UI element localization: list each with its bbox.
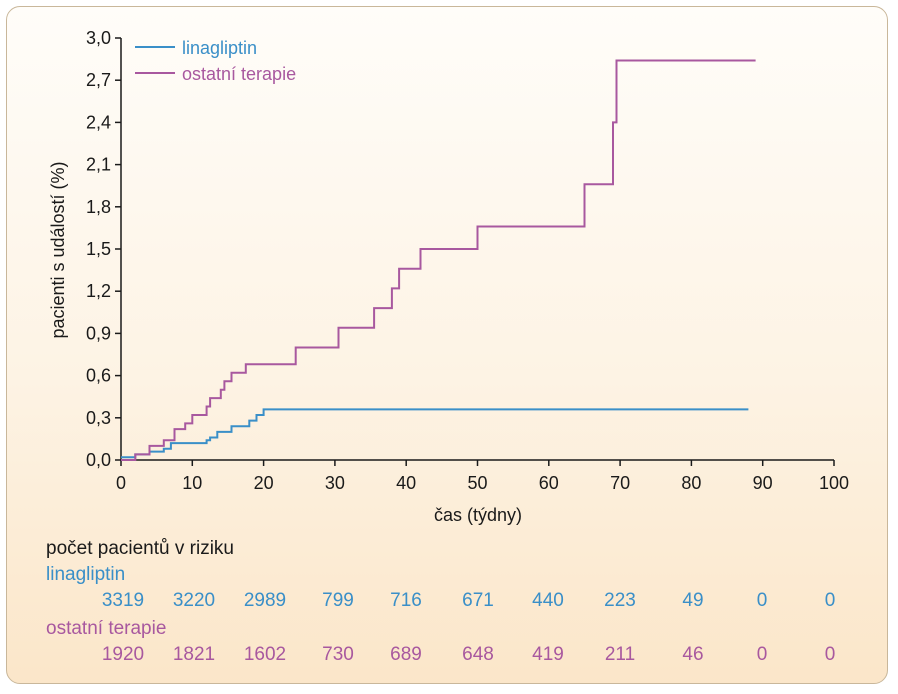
- risk-value: 1821: [173, 644, 215, 665]
- legend-label: linagliptin: [182, 38, 257, 58]
- x-tick-label: 90: [753, 473, 773, 493]
- y-tick-label: 0,0: [86, 450, 111, 470]
- y-tick-label: 0,3: [86, 408, 111, 428]
- risk-value: 3220: [173, 590, 215, 611]
- y-tick-label: 2,7: [86, 70, 111, 90]
- risk-value: 0: [757, 644, 768, 665]
- x-axis: 0 10 20 30 40 50 60 70 80 90 100: [116, 459, 849, 493]
- y-axis-title: pacienti s událostí (%): [48, 161, 68, 338]
- x-tick-label: 80: [681, 473, 701, 493]
- y-tick-label: 3,0: [86, 28, 111, 48]
- risk-value: 1920: [102, 644, 144, 665]
- y-tick-label: 1,8: [86, 197, 111, 217]
- risk-value: 689: [390, 644, 422, 665]
- x-tick-label: 60: [539, 473, 559, 493]
- risk-value: 49: [682, 590, 703, 611]
- risk-value: 46: [682, 644, 703, 665]
- risk-value: 671: [462, 590, 494, 611]
- y-tick-label: 0,9: [86, 323, 111, 343]
- x-tick-label: 20: [254, 473, 274, 493]
- risk-value: 2989: [244, 590, 286, 611]
- y-tick-label: 0,6: [86, 366, 111, 386]
- risk-value: 0: [757, 590, 768, 611]
- risk-value: 1602: [244, 644, 286, 665]
- series-group: [121, 59, 756, 461]
- risk-value: 648: [462, 644, 494, 665]
- risk-table-title: počet pacientů v riziku: [46, 538, 234, 559]
- x-tick-label: 100: [819, 473, 849, 493]
- risk-table: počet pacientů v riziku linagliptin 3319 32…: [46, 538, 835, 665]
- legend-label: ostatní terapie: [182, 64, 296, 84]
- risk-value: 799: [322, 590, 354, 611]
- legend: linagliptin ostatní terapie: [135, 38, 296, 84]
- y-axis: 0,0 0,3 0,6 0,9 1,2 1,5 1,8 2,1 2,4 2,7 3,0: [86, 28, 122, 470]
- risk-value: 223: [604, 590, 636, 611]
- chart-panel: [6, 6, 888, 684]
- x-axis-title: čas (týdny): [434, 505, 522, 525]
- y-tick-label: 2,4: [86, 112, 111, 132]
- x-tick-label: 30: [325, 473, 345, 493]
- risk-row-label: linagliptin: [46, 564, 125, 585]
- series-line-ostatni-terapie: [121, 59, 756, 461]
- series-line-linagliptin: [121, 408, 749, 459]
- risk-value: 419: [532, 644, 564, 665]
- y-tick-label: 2,1: [86, 155, 111, 175]
- y-tick-label: 1,2: [86, 281, 111, 301]
- risk-value: 716: [390, 590, 422, 611]
- x-tick-label: 10: [182, 473, 202, 493]
- risk-row-label: ostatní terapie: [46, 618, 166, 639]
- risk-value: 211: [605, 644, 635, 665]
- x-tick-label: 40: [396, 473, 416, 493]
- y-tick-label: 1,5: [86, 239, 111, 259]
- risk-value: 0: [825, 590, 836, 611]
- risk-value: 3319: [102, 590, 144, 611]
- risk-value: 730: [322, 644, 354, 665]
- x-tick-label: 70: [610, 473, 630, 493]
- x-tick-label: 50: [467, 473, 487, 493]
- x-tick-label: 0: [116, 473, 126, 493]
- risk-value: 440: [532, 590, 564, 611]
- risk-value: 0: [825, 644, 836, 665]
